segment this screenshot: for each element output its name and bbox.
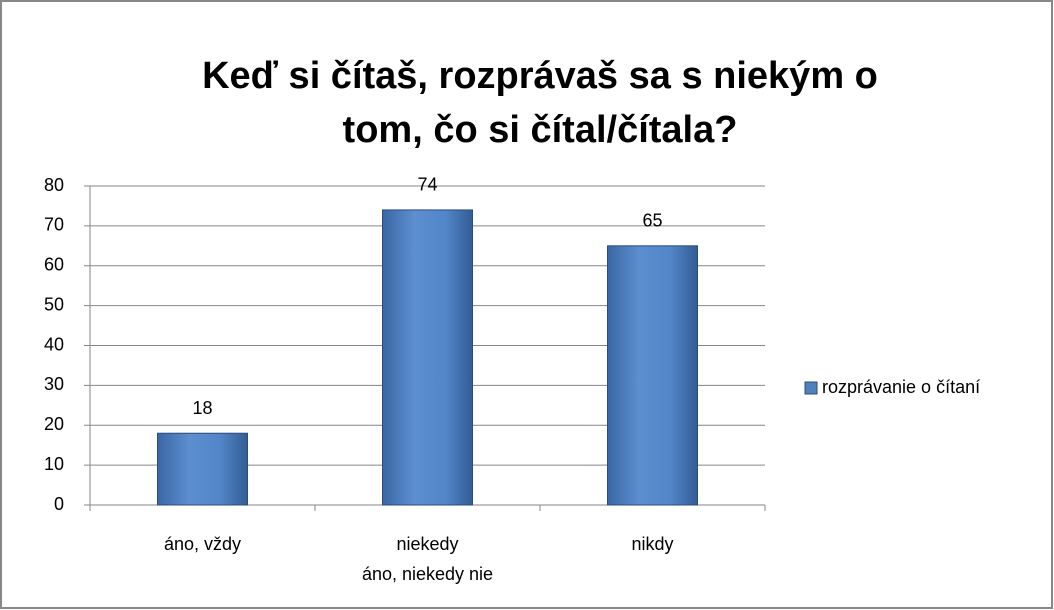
x-tick-label: áno, niekedy nie — [362, 564, 493, 584]
x-tick-label: áno, vždy — [164, 534, 241, 554]
chart-title: Keď si čítaš, rozprávaš sa s niekým o — [202, 55, 878, 97]
y-tick-label: 0 — [54, 494, 64, 514]
x-tick-label: niekedy — [396, 534, 458, 554]
bar — [607, 245, 698, 506]
bar — [157, 432, 248, 506]
legend-label: rozprávanie o čítaní — [822, 377, 980, 397]
y-tick-label: 10 — [44, 454, 64, 474]
y-tick-label: 20 — [44, 414, 64, 434]
y-tick-label: 80 — [44, 175, 64, 195]
data-label: 65 — [642, 211, 662, 231]
y-tick-label: 70 — [44, 215, 64, 235]
bar — [382, 209, 473, 506]
y-tick-label: 40 — [44, 334, 64, 354]
data-label: 74 — [417, 175, 437, 195]
y-tick-label: 50 — [44, 294, 64, 314]
y-tick-label: 60 — [44, 255, 64, 275]
legend-swatch — [804, 381, 818, 395]
data-label: 18 — [192, 398, 212, 418]
chart-title: tom, čo si čítal/čítala? — [343, 109, 738, 151]
y-tick-label: 30 — [44, 374, 64, 394]
x-tick-label: nikdy — [631, 534, 673, 554]
